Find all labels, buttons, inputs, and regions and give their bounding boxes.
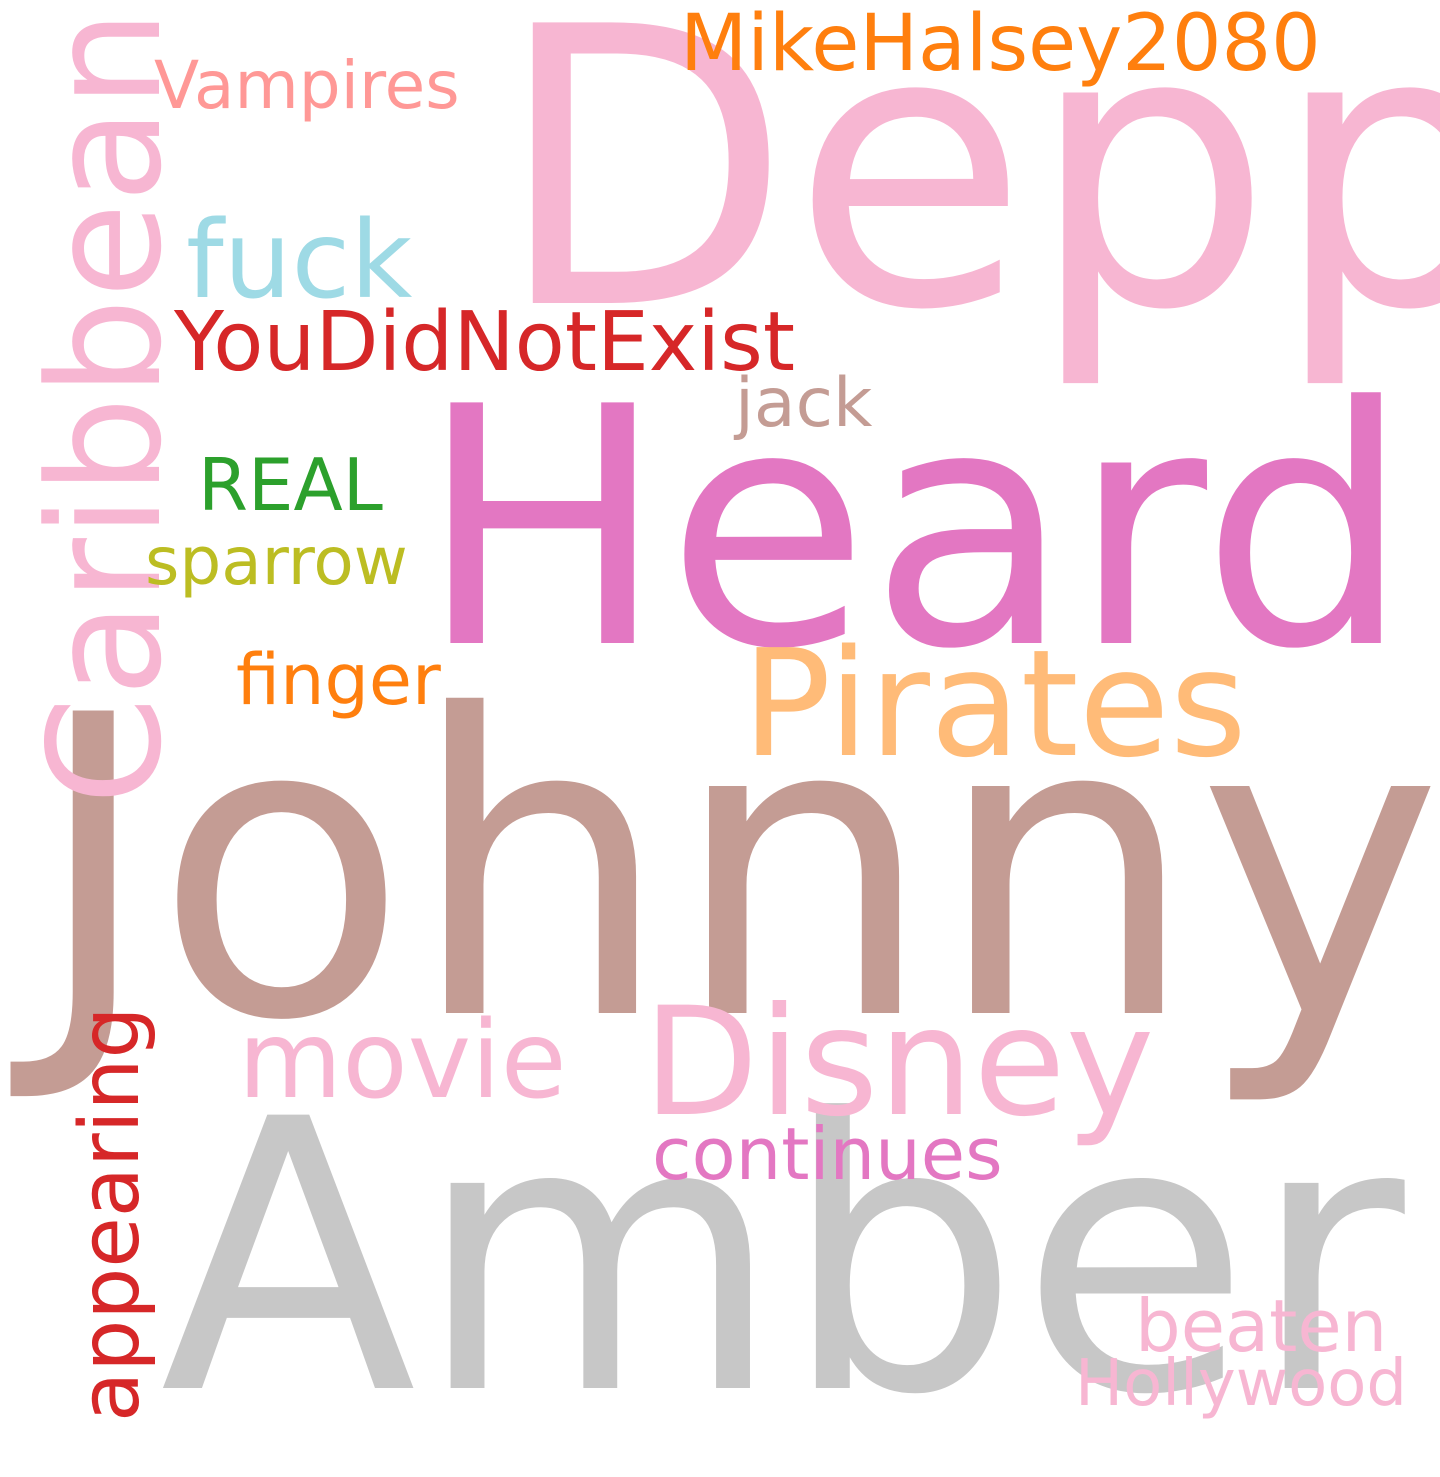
- word-caribbean: Caribbean: [15, 9, 196, 805]
- word-disney: Disney: [643, 976, 1155, 1150]
- word-fuck: fuck: [186, 199, 413, 323]
- word-youdidnotexist: YouDidNotExist: [174, 295, 795, 390]
- word-johnny: Johnny: [32, 628, 1440, 1111]
- word-sparrow: sparrow: [145, 523, 408, 600]
- word-heard: Heard: [418, 337, 1411, 721]
- word-continues: continues: [652, 1112, 1003, 1196]
- word-depp: Depp: [495, 0, 1440, 394]
- word-vampires: Vampires: [154, 47, 460, 124]
- word-mikehalsey: MikeHalsey2080: [680, 0, 1321, 89]
- word-appearing: appearing: [63, 1006, 158, 1422]
- word-beaten: beaten: [1135, 1284, 1388, 1368]
- word-finger: finger: [236, 639, 441, 721]
- word-real: REAL: [198, 443, 383, 527]
- word-movie: movie: [238, 999, 567, 1123]
- word-amber: Amber: [160, 1041, 1405, 1477]
- word-jack: jack: [735, 364, 873, 443]
- word-hollywood: Hollywood: [1075, 1347, 1407, 1421]
- word-pirates: Pirates: [742, 618, 1247, 790]
- word-cloud: Depp Heard Johnny Amber Caribbean Pirate…: [15, 0, 1440, 1447]
